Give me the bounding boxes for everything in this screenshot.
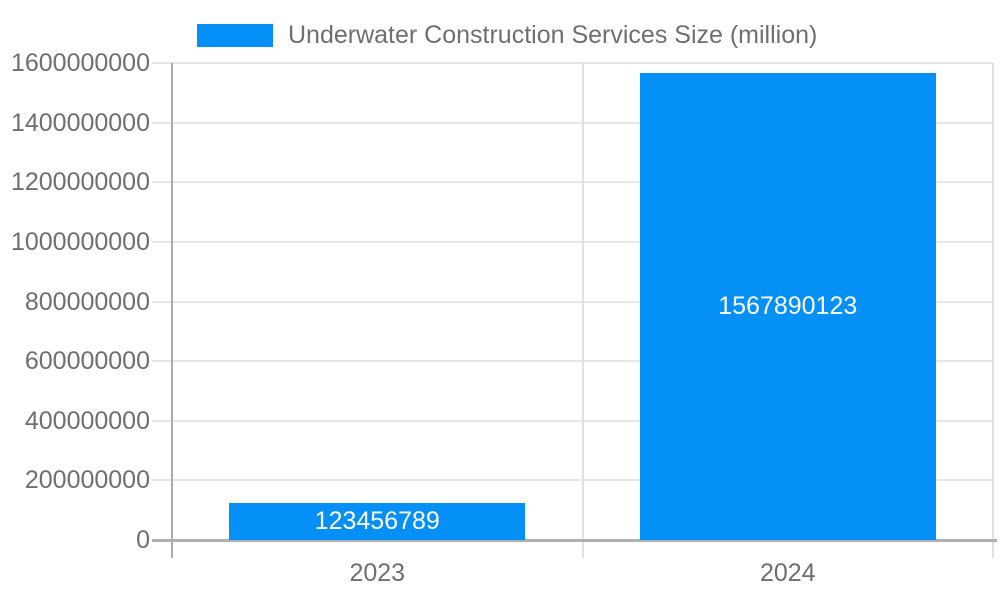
bar-value-label: 123456789 [314, 507, 440, 536]
plot-right-border [992, 63, 994, 558]
x-axis-line [152, 538, 997, 542]
gridline [152, 121, 993, 124]
y-axis-tick-label: 600000000 [24, 347, 150, 376]
gridline [152, 419, 993, 422]
bar-value-label: 1567890123 [718, 291, 858, 320]
category-divider-line [581, 63, 584, 558]
legend-swatch-icon [197, 24, 273, 47]
gridline [152, 300, 993, 303]
bar: 123456789 [229, 503, 526, 540]
y-axis-tick-label: 200000000 [24, 466, 150, 495]
gridline [152, 479, 993, 482]
y-axis-tick-label: 1600000000 [10, 49, 150, 77]
bar: 1567890123 [639, 72, 936, 540]
legend-label: Underwater Construction Services Size (m… [288, 21, 818, 49]
gridline [152, 360, 993, 363]
y-axis-line [171, 63, 173, 558]
gridline [152, 181, 993, 184]
chart-legend: Underwater Construction Services Size (m… [197, 21, 817, 50]
y-axis-tick-label: 800000000 [24, 287, 150, 316]
x-axis-tick-label: 2024 [759, 559, 816, 587]
y-axis-tick-label: 1000000000 [10, 227, 150, 256]
y-axis-tick-label: 400000000 [24, 406, 150, 435]
y-axis-tick-label: 1400000000 [10, 108, 150, 137]
gridline [152, 62, 993, 64]
x-axis-tick-label: 2023 [349, 559, 406, 587]
y-axis-tick-label: 0 [136, 526, 150, 554]
y-axis-tick-label: 1200000000 [10, 168, 150, 197]
gridline [152, 240, 993, 243]
